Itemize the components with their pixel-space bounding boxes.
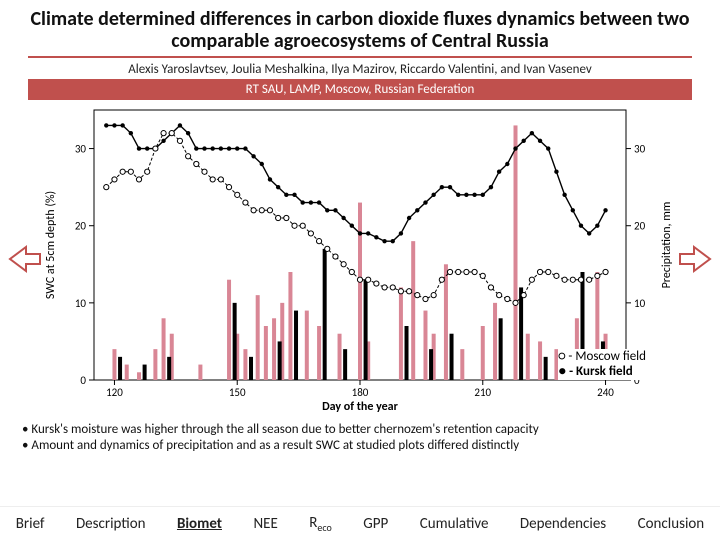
nav-tab-biomet[interactable]: Biomet bbox=[171, 511, 228, 537]
nav-tabs: Brief Description Biomet NEE Reco GPP Cumulati… bbox=[0, 506, 720, 540]
nav-tab-gpp[interactable]: GPP bbox=[357, 511, 394, 537]
bullet-list: Kursk's moisture was higher through the … bbox=[0, 414, 720, 459]
legend-moscow: ○ - Moscow field bbox=[558, 349, 646, 365]
authors-line: Alexis Yaroslavtsev, Joulia Meshalkina, … bbox=[0, 62, 720, 77]
svg-text:20: 20 bbox=[634, 220, 646, 233]
nav-tab-nee[interactable]: NEE bbox=[247, 511, 283, 537]
nav-tab-conclusion[interactable]: Conclusion bbox=[632, 511, 711, 537]
affiliation-bar: RT SAU, LAMP, Moscow, Russian Federation bbox=[28, 79, 692, 100]
chart-legend: ○ - Moscow field ● - Kursk field bbox=[558, 349, 646, 380]
title-text: Climate determined differences in carbon… bbox=[10, 8, 710, 52]
svg-text:10: 10 bbox=[75, 297, 87, 310]
svg-text:0: 0 bbox=[80, 374, 86, 387]
svg-text:120: 120 bbox=[106, 386, 123, 399]
svg-text:210: 210 bbox=[474, 386, 491, 399]
nav-tab-dependencies[interactable]: Dependencies bbox=[514, 511, 612, 537]
svg-text:180: 180 bbox=[352, 386, 369, 399]
bullet-item: Amount and dynamics of precipitation and… bbox=[22, 438, 698, 454]
nav-tab-brief[interactable]: Brief bbox=[10, 511, 51, 537]
nav-tab-cumulative[interactable]: Cumulative bbox=[414, 511, 495, 537]
svg-text:Precipitation, mm: Precipitation, mm bbox=[660, 202, 674, 289]
nav-tab-description[interactable]: Description bbox=[70, 511, 152, 537]
nav-tab-r[interactable]: Reco bbox=[303, 510, 338, 538]
svg-text:Day of the year: Day of the year bbox=[322, 400, 398, 414]
svg-text:30: 30 bbox=[634, 143, 646, 156]
title-underline bbox=[28, 56, 692, 58]
svg-text:150: 150 bbox=[229, 386, 246, 399]
svg-text:SWC at 5cm depth (%): SWC at 5cm depth (%) bbox=[44, 191, 58, 299]
next-arrow-icon[interactable] bbox=[678, 244, 714, 274]
bullet-item: Kursk's moisture was higher through the … bbox=[22, 422, 698, 438]
chart-region: 120 150 180 210 240 Day of the year 0 10 20 30 SWC… bbox=[40, 104, 680, 414]
prev-arrow-icon[interactable] bbox=[6, 244, 42, 274]
svg-text:240: 240 bbox=[597, 386, 614, 399]
svg-text:10: 10 bbox=[634, 297, 646, 310]
svg-text:30: 30 bbox=[75, 143, 87, 156]
svg-text:20: 20 bbox=[75, 220, 87, 233]
legend-kursk: ● - Kursk field bbox=[558, 364, 646, 380]
slide-title: Climate determined differences in carbon… bbox=[0, 0, 720, 54]
